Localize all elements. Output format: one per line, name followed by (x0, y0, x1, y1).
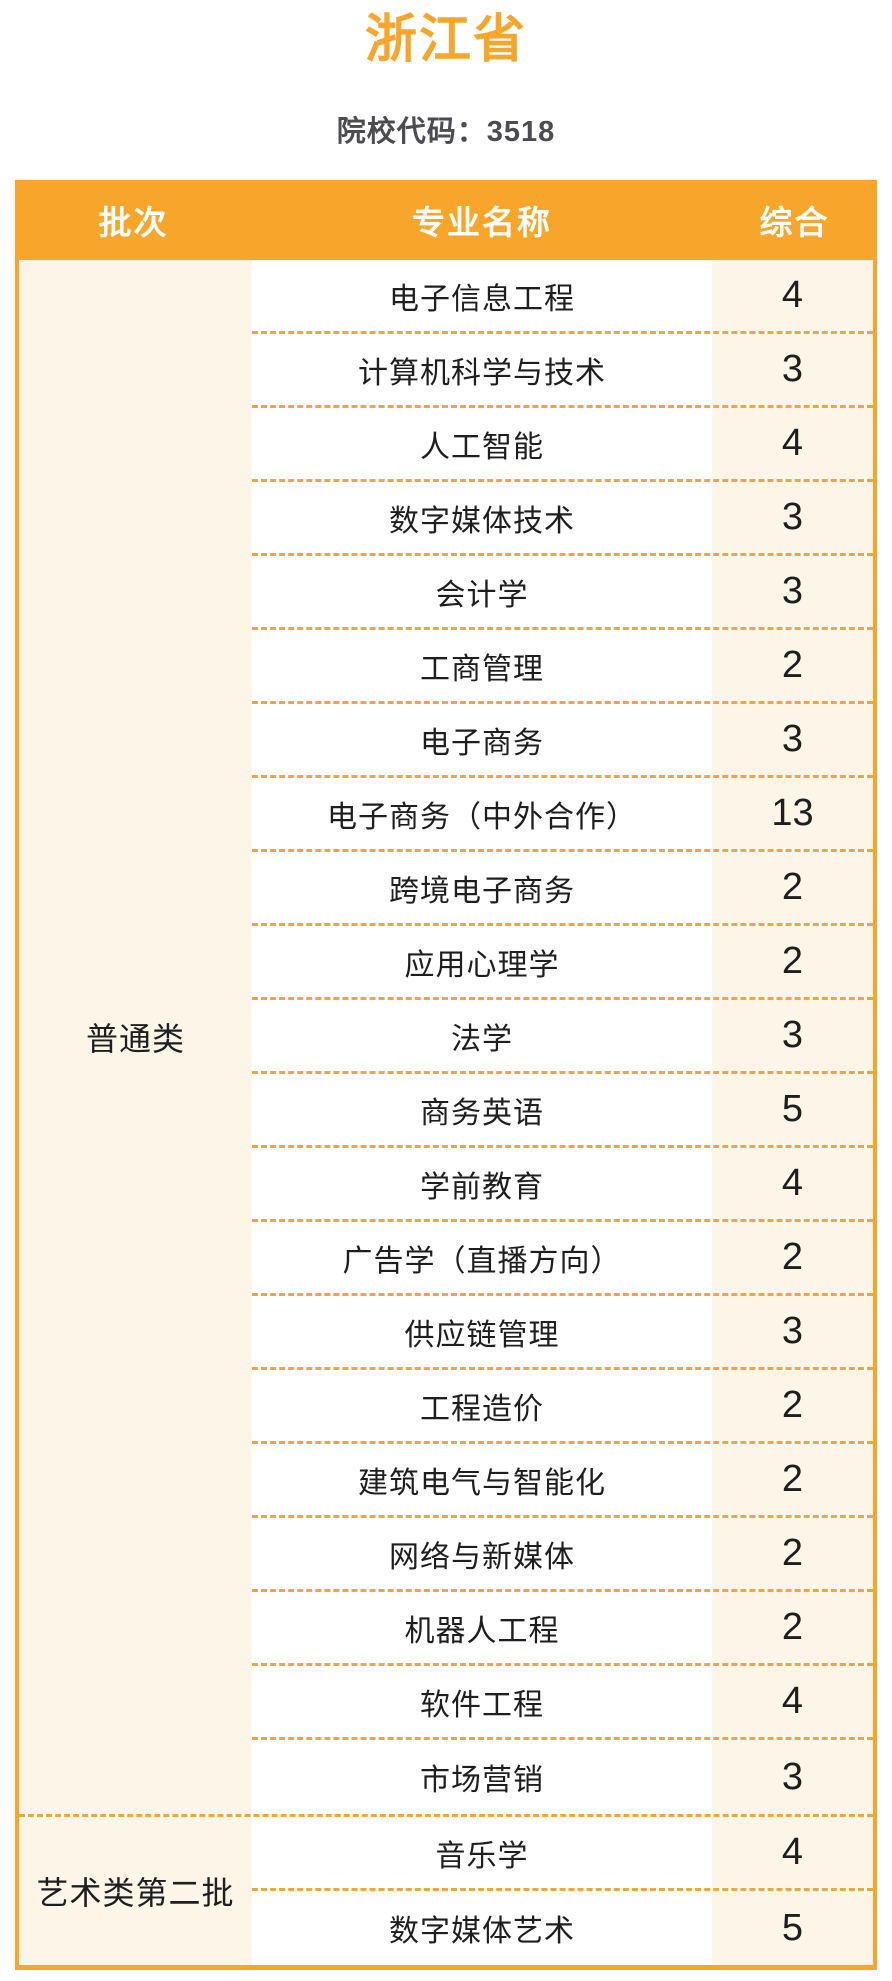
table-row: 机器人工程 2 (252, 1592, 873, 1666)
major-name: 电子信息工程 (252, 260, 712, 331)
column-header-batch: 批次 (98, 204, 169, 241)
table-row: 计算机科学与技术 3 (252, 334, 873, 408)
table-row: 广告学（直播方向） 2 (252, 1222, 873, 1296)
major-name: 广告学（直播方向） (252, 1222, 712, 1293)
plan-count: 3 (712, 334, 873, 405)
table-row: 法学 3 (252, 1000, 873, 1074)
plan-count: 4 (712, 1148, 873, 1219)
major-name: 学前教育 (252, 1148, 712, 1219)
plan-count: 2 (712, 1592, 873, 1663)
plan-count: 2 (712, 1444, 873, 1515)
plan-count: 3 (712, 1000, 873, 1071)
table-row: 跨境电子商务 2 (252, 852, 873, 926)
plan-count: 5 (712, 1074, 873, 1145)
plan-count: 3 (712, 1296, 873, 1367)
batch-section: 艺术类第二批 音乐学 4 数字媒体艺术 5 (19, 1814, 873, 1965)
school-code-line: 院校代码：3518 (336, 116, 556, 148)
table-row: 软件工程 4 (252, 1666, 873, 1740)
major-name: 电子商务（中外合作） (252, 778, 712, 849)
table-row: 工程造价 2 (252, 1370, 873, 1444)
plan-count: 4 (712, 1666, 873, 1737)
table-row: 电子商务（中外合作） 13 (252, 778, 873, 852)
column-header-major: 专业名称 (412, 204, 552, 241)
major-name: 跨境电子商务 (252, 852, 712, 923)
major-name: 工商管理 (252, 630, 712, 701)
table-row: 学前教育 4 (252, 1148, 873, 1222)
plan-count: 4 (712, 260, 873, 331)
admission-table: 批次 专业名称 综合 普通类 电子信息工程 4 计算机科学与技术 3 人工智能 4 数字媒体技… (15, 180, 877, 1970)
batch-label: 艺术类第二批 (19, 1817, 252, 1965)
plan-count: 3 (712, 556, 873, 627)
plan-count: 2 (712, 926, 873, 997)
plan-count: 4 (712, 408, 873, 479)
table-row: 电子商务 3 (252, 704, 873, 778)
plan-count: 13 (712, 778, 873, 849)
plan-count: 2 (712, 1370, 873, 1441)
major-name: 计算机科学与技术 (252, 334, 712, 405)
table-body: 普通类 电子信息工程 4 计算机科学与技术 3 人工智能 4 数字媒体技术 3 会计学 3 工商管理 2… (19, 260, 873, 1965)
plan-count: 2 (712, 1518, 873, 1589)
major-name: 网络与新媒体 (252, 1518, 712, 1589)
major-name: 法学 (252, 1000, 712, 1071)
table-row: 音乐学 4 (252, 1817, 873, 1891)
major-name: 建筑电气与智能化 (252, 1444, 712, 1515)
table-row: 工商管理 2 (252, 630, 873, 704)
table-row: 人工智能 4 (252, 408, 873, 482)
table-row: 数字媒体艺术 5 (252, 1891, 873, 1965)
plan-count: 2 (712, 1222, 873, 1293)
section-rows: 音乐学 4 数字媒体艺术 5 (252, 1817, 873, 1965)
major-name: 机器人工程 (252, 1592, 712, 1663)
major-name: 电子商务 (252, 704, 712, 775)
plan-count: 3 (712, 482, 873, 553)
plan-count: 4 (712, 1817, 873, 1888)
major-name: 市场营销 (252, 1740, 712, 1814)
table-row: 商务英语 5 (252, 1074, 873, 1148)
table-row: 数字媒体技术 3 (252, 482, 873, 556)
table-row: 供应链管理 3 (252, 1296, 873, 1370)
major-name: 供应链管理 (252, 1296, 712, 1367)
batch-section: 普通类 电子信息工程 4 计算机科学与技术 3 人工智能 4 数字媒体技术 3 会计学 3 工商管理 2… (19, 260, 873, 1814)
plan-count: 5 (712, 1891, 873, 1965)
table-row: 会计学 3 (252, 556, 873, 630)
major-name: 应用心理学 (252, 926, 712, 997)
table-row: 电子信息工程 4 (252, 260, 873, 334)
major-name: 音乐学 (252, 1817, 712, 1888)
table-row: 市场营销 3 (252, 1740, 873, 1814)
table-row: 网络与新媒体 2 (252, 1518, 873, 1592)
plan-count: 2 (712, 852, 873, 923)
major-name: 商务英语 (252, 1074, 712, 1145)
batch-label: 普通类 (19, 260, 252, 1814)
major-name: 人工智能 (252, 408, 712, 479)
plan-count: 3 (712, 1740, 873, 1814)
plan-count: 3 (712, 704, 873, 775)
page-title: 浙江省 (364, 11, 527, 69)
column-header-score: 综合 (759, 204, 830, 241)
major-name: 软件工程 (252, 1666, 712, 1737)
table-header-row: 批次 专业名称 综合 (15, 180, 877, 260)
table-row: 建筑电气与智能化 2 (252, 1444, 873, 1518)
table-row: 应用心理学 2 (252, 926, 873, 1000)
major-name: 会计学 (252, 556, 712, 627)
major-name: 数字媒体技术 (252, 482, 712, 553)
major-name: 数字媒体艺术 (252, 1891, 712, 1965)
section-rows: 电子信息工程 4 计算机科学与技术 3 人工智能 4 数字媒体技术 3 会计学 3 工商管理 2 电子商… (252, 260, 873, 1814)
plan-count: 2 (712, 630, 873, 701)
major-name: 工程造价 (252, 1370, 712, 1441)
